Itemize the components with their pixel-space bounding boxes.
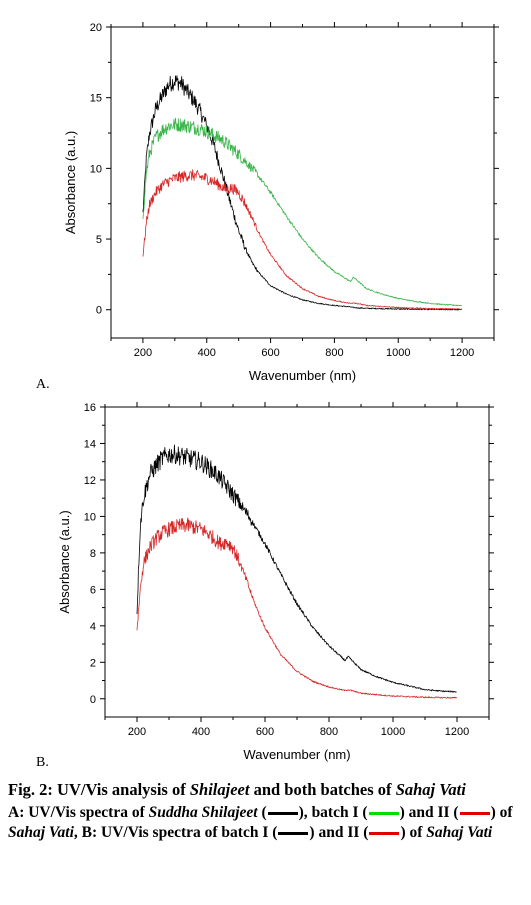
y-axis-label: Absorbance (a.u.) [57,510,72,613]
chart-panel-a: 200 400 600 800 1000 1200 0 5 10 15 20 Wavenumber (… [36,22,499,392]
x-tick-label: 200 [134,347,152,359]
x-axis-label: Wavenumber (nm) [249,368,356,383]
swatch-red-a [459,811,490,815]
x-tick-label: 800 [320,726,338,738]
x-tick-label: 1000 [386,347,410,359]
caption-title: Fig. 2: UV/Vis analysis of Shilajeet and… [8,779,526,801]
y-tick-label: 6 [90,584,96,596]
caption-desc-of: of [499,804,513,821]
series-line-1 [136,444,457,693]
x-axis-label: Wavenumber (nm) [243,747,350,762]
caption-desc-b: , B: UV/Vis spectra of batch I [73,824,269,841]
series-line-2 [136,517,458,699]
caption-desc-a: A: UV/Vis spectra of [8,804,145,821]
y-tick-label: 2 [90,657,96,669]
x-tick-label: 400 [192,726,210,738]
x-tick-label: 600 [256,726,274,738]
y-tick-label: 4 [90,621,96,633]
y-tick-label: 5 [96,234,102,246]
x-tick-label: 600 [261,347,279,359]
figure-caption: Fig. 2: UV/Vis analysis of Shilajeet and… [8,779,526,843]
panel-label: B. [36,755,49,770]
y-tick-label: 14 [84,438,96,450]
caption-title-text: UV/Vis analysis of [57,780,186,799]
caption-desc-of-b: of [409,824,423,841]
x-tick-label: 400 [198,347,216,359]
x-tick-label: 1200 [450,347,474,359]
swatch-black-b [278,831,309,835]
y-tick-label: 0 [90,694,96,706]
caption-desc-suddha-shilajeet: Suddha Shilajeet [148,804,258,821]
swatch-black-a [267,811,298,815]
y-tick-label: 15 [90,93,102,105]
caption-desc-sahaj-vati-a: Sahaj Vati [8,824,74,841]
series-line-1 [142,75,462,311]
panel-label: A. [36,377,50,392]
caption-fig-number: Fig. 2: [8,780,53,799]
swatch-red-b [369,831,400,835]
plot-frame [104,406,490,718]
series-line-3 [142,169,463,310]
caption-title-shilajeet: Shilajeet [189,780,250,799]
y-tick-label: 20 [90,22,102,34]
y-tick-label: 12 [84,475,96,487]
caption-desc-sahaj-vati-b: Sahaj Vati [426,824,493,841]
y-tick-label: 10 [84,511,96,523]
plot-frame [110,26,495,339]
caption-title-sahaj-vati: Sahaj Vati [395,780,466,799]
x-tick-label: 1200 [445,726,469,738]
caption-desc-and-ii: and II [408,804,450,821]
y-tick-label: 10 [90,163,102,175]
y-tick-label: 0 [96,305,102,317]
chart-panel-b: 200 400 600 800 1000 1200 0 2 4 6 8 10 12 14 16 Wavenum… [36,402,494,770]
caption-desc-batch1: batch I [311,804,359,821]
x-tick-label: 200 [128,726,146,738]
y-axis-label: Absorbance (a.u.) [63,131,78,234]
x-tick-label: 800 [325,347,343,359]
caption-title-mid: and both batches of [253,780,392,799]
caption-desc-and-ii-b: and II [318,824,360,841]
x-tick-label: 1000 [381,726,405,738]
caption-description: A: UV/Vis spectra of Suddha Shilajeet ()… [8,804,513,841]
series-line-2 [142,117,463,307]
y-tick-label: 8 [90,548,96,560]
swatch-green-a [368,811,399,815]
y-tick-label: 16 [84,402,96,414]
